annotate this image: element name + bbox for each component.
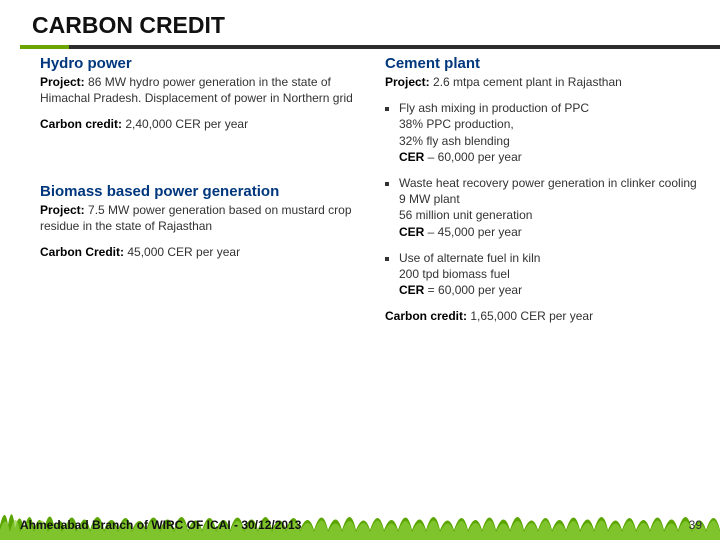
bullet-line: Waste heat recovery power generation in …: [399, 176, 697, 190]
hydro-credit-label: Carbon credit:: [40, 117, 122, 131]
hydro-credit: Carbon credit: 2,40,000 CER per year: [40, 116, 355, 132]
right-column: Cement plant Project: 2.6 mtpa cement pl…: [385, 55, 700, 344]
biomass-project-label: Project:: [40, 203, 85, 217]
cement-project-text: 2.6 mtpa cement plant in Rajasthan: [433, 75, 622, 89]
bullet-cer-text: – 60,000 per year: [428, 150, 522, 164]
biomass-project: Project: 7.5 MW power generation based o…: [40, 202, 355, 234]
bullet-line: 200 tpd biomass fuel: [399, 267, 510, 281]
page-title: CARBON CREDIT: [0, 0, 720, 45]
footer-text: Ahmedabad Branch of WIRC OF ICAI - 30/12…: [20, 518, 301, 532]
bullet-cer-label: CER: [399, 225, 428, 239]
hydro-heading: Hydro power: [40, 55, 355, 72]
cement-bullets: Fly ash mixing in production of PPC 38% P…: [385, 100, 700, 298]
cement-block: Cement plant Project: 2.6 mtpa cement pl…: [385, 55, 700, 324]
hydro-project-label: Project:: [40, 75, 85, 89]
biomass-heading: Biomass based power generation: [40, 183, 355, 200]
bullet-cer-label: CER: [399, 150, 428, 164]
biomass-project-text: 7.5 MW power generation based on mustard…: [40, 203, 352, 233]
hydro-block: Hydro power Project: 86 MW hydro power g…: [40, 55, 355, 133]
bullet-line: 32% fly ash blending: [399, 134, 510, 148]
cement-project-label: Project:: [385, 75, 430, 89]
biomass-credit-label: Carbon Credit:: [40, 245, 124, 259]
content-area: Hydro power Project: 86 MW hydro power g…: [0, 49, 720, 344]
hydro-credit-text: 2,40,000 CER per year: [125, 117, 248, 131]
bullet-cer-label: CER: [399, 283, 428, 297]
footer: Ahmedabad Branch of WIRC OF ICAI - 30/12…: [0, 500, 720, 540]
cement-credit-label: Carbon credit:: [385, 309, 467, 323]
bullet-line: Use of alternate fuel in kiln: [399, 251, 540, 265]
hydro-project: Project: 86 MW hydro power generation in…: [40, 74, 355, 106]
page-number: 39: [689, 518, 702, 532]
cement-bullet: Use of alternate fuel in kiln 200 tpd bio…: [399, 250, 700, 299]
bullet-line: Fly ash mixing in production of PPC: [399, 101, 589, 115]
bullet-cer-text: – 45,000 per year: [428, 225, 522, 239]
cement-bullet: Fly ash mixing in production of PPC 38% P…: [399, 100, 700, 165]
biomass-credit: Carbon Credit: 45,000 CER per year: [40, 244, 355, 260]
cement-credit-text: 1,65,000 CER per year: [470, 309, 593, 323]
biomass-block: Biomass based power generation Project: …: [40, 183, 355, 261]
bullet-cer-text: = 60,000 per year: [428, 283, 522, 297]
hydro-project-text: 86 MW hydro power generation in the stat…: [40, 75, 353, 105]
bullet-line: 9 MW plant: [399, 192, 460, 206]
bullet-line: 38% PPC production,: [399, 117, 514, 131]
cement-bullet: Waste heat recovery power generation in …: [399, 175, 700, 240]
left-column: Hydro power Project: 86 MW hydro power g…: [40, 55, 355, 344]
cement-heading: Cement plant: [385, 55, 700, 72]
cement-credit: Carbon credit: 1,65,000 CER per year: [385, 308, 700, 324]
biomass-credit-text: 45,000 CER per year: [127, 245, 240, 259]
bullet-line: 56 million unit generation: [399, 208, 532, 222]
cement-project: Project: 2.6 mtpa cement plant in Rajast…: [385, 74, 700, 90]
